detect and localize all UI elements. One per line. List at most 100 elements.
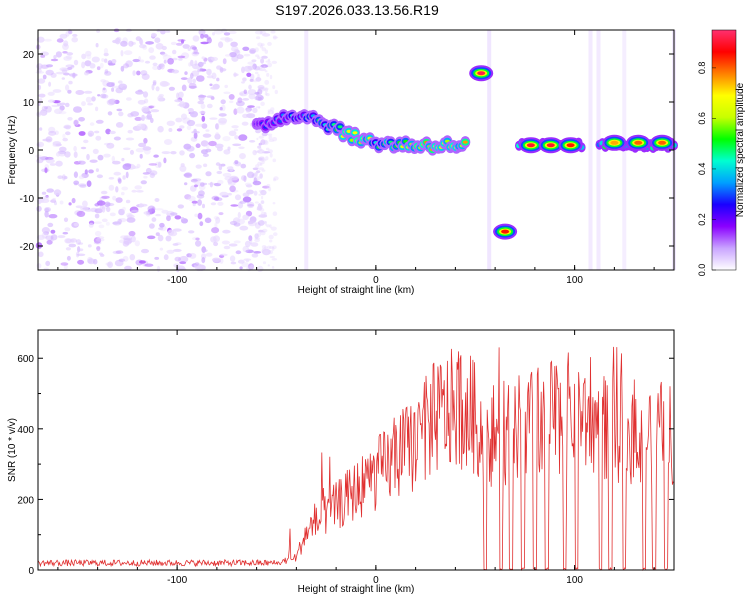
noise-speckle	[135, 36, 142, 42]
noise-speckle	[216, 77, 220, 82]
noise-speckle	[254, 30, 263, 35]
noise-speckle	[163, 139, 173, 145]
noise-speckle	[213, 196, 220, 201]
noise-speckle	[67, 89, 72, 94]
noise-speckle	[224, 84, 228, 89]
noise-speckle	[257, 220, 265, 226]
noise-speckle	[59, 33, 68, 39]
noise-speckle	[100, 190, 108, 195]
noise-speckle	[192, 35, 200, 42]
noise-speckle	[192, 203, 196, 207]
noise-speckle	[159, 247, 164, 251]
noise-speckle	[111, 155, 116, 163]
noise-speckle	[163, 59, 167, 64]
noise-speckle	[126, 212, 133, 218]
noise-speckle	[165, 30, 171, 33]
noise-speckle	[161, 45, 167, 51]
noise-speckle	[41, 191, 47, 195]
noise-speckle	[269, 239, 273, 243]
noise-speckle	[234, 194, 242, 201]
noise-speckle	[219, 254, 225, 258]
noise-speckle	[267, 133, 273, 137]
noise-speckle	[63, 72, 70, 76]
noise-speckle	[78, 131, 86, 136]
noise-speckle	[95, 238, 105, 242]
noise-speckle	[230, 261, 237, 265]
noise-speckle	[154, 37, 161, 43]
noise-speckle	[101, 195, 110, 199]
noise-speckle	[264, 79, 270, 85]
y-tick-label: 0	[28, 146, 34, 157]
noise-speckle	[211, 227, 220, 234]
noise-speckle	[257, 85, 265, 90]
noise-speckle	[256, 265, 264, 272]
x-tick-label: 0	[373, 575, 379, 586]
noise-speckle	[177, 55, 186, 59]
noise-speckle	[234, 135, 239, 140]
noise-speckle	[128, 40, 134, 47]
noise-speckle	[132, 70, 136, 76]
noise-speckle	[211, 72, 217, 80]
noise-speckle	[65, 247, 71, 251]
noise-speckle	[250, 242, 259, 247]
noise-speckle	[147, 205, 156, 213]
spectral-peak	[566, 143, 575, 148]
noise-speckle	[254, 150, 260, 153]
noise-speckle	[106, 142, 115, 149]
noise-speckle	[254, 47, 259, 53]
noise-speckle	[267, 58, 271, 62]
noise-speckle	[94, 213, 100, 219]
noise-speckle	[255, 176, 261, 181]
spectral-peak	[658, 140, 667, 145]
noise-speckle	[257, 73, 260, 79]
noise-speckle	[254, 201, 259, 204]
noise-speckle	[178, 58, 183, 61]
noise-speckle	[154, 208, 164, 211]
noise-speckle	[94, 230, 102, 237]
noise-speckle	[88, 222, 94, 228]
noise-speckle	[123, 50, 133, 56]
noise-speckle	[228, 94, 235, 100]
noise-speckle	[258, 93, 261, 97]
noise-speckle	[75, 90, 85, 95]
noise-speckle	[247, 89, 257, 96]
noise-speckle	[256, 205, 263, 211]
noise-speckle	[65, 238, 74, 244]
noise-speckle	[218, 41, 224, 48]
noise-speckle	[44, 210, 49, 218]
noise-speckle	[257, 42, 263, 47]
noise-speckle	[241, 262, 249, 268]
noise-speckle	[229, 220, 238, 226]
noise-speckle	[161, 151, 171, 155]
noise-speckle	[260, 64, 269, 68]
noise-speckle	[242, 77, 247, 82]
noise-speckle	[202, 153, 209, 158]
noise-speckle	[209, 181, 213, 188]
noise-speckle	[73, 119, 79, 126]
noise-speckle	[123, 147, 131, 151]
noise-speckle	[255, 77, 262, 82]
noise-speckle	[259, 30, 263, 35]
noise-speckle	[65, 55, 73, 60]
noise-speckle	[198, 29, 206, 36]
noise-speckle	[239, 225, 249, 231]
noise-speckle	[197, 199, 203, 206]
noise-speckle	[210, 202, 217, 206]
noise-speckle	[241, 81, 245, 84]
noise-speckle	[258, 167, 265, 171]
noise-speckle	[217, 201, 224, 206]
noise-speckle	[213, 182, 222, 187]
noise-speckle	[157, 234, 164, 242]
noise-speckle	[177, 204, 184, 209]
noise-speckle	[265, 156, 269, 161]
noise-speckle	[89, 122, 95, 126]
noise-speckle	[109, 130, 116, 135]
noise-speckle	[203, 163, 208, 168]
noise-speckle	[117, 178, 122, 184]
noise-speckle	[214, 132, 220, 139]
noise-speckle	[244, 182, 252, 187]
noise-speckle	[261, 156, 265, 160]
noise-speckle	[195, 164, 202, 169]
noise-speckle	[80, 206, 89, 211]
